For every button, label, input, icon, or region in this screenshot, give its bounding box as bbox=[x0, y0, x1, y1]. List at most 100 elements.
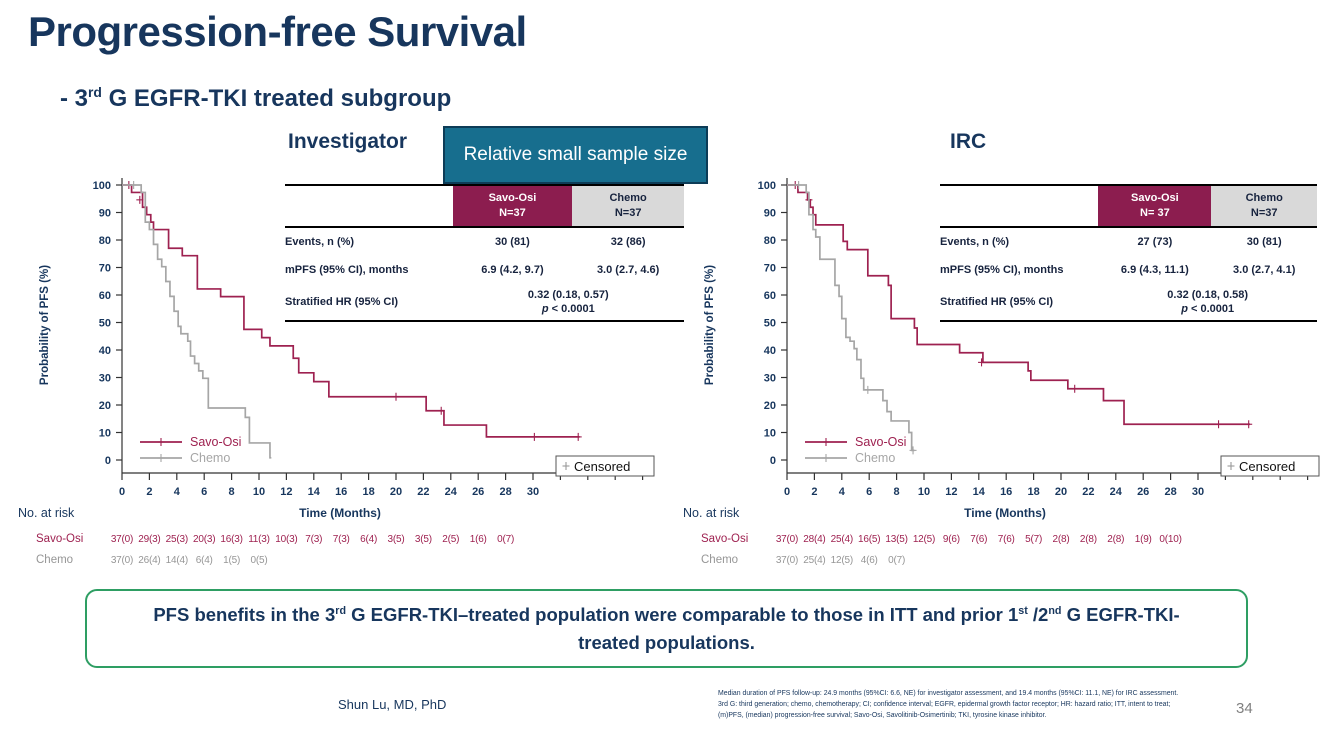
risk-value: 0(10) bbox=[1159, 534, 1181, 545]
conclusion-text: PFS benefits in the 3rd G EGFR-TKI–treat… bbox=[153, 603, 1180, 653]
callout-small-sample-size: Relative small sample size bbox=[443, 126, 708, 184]
censored-plus-icon bbox=[562, 462, 570, 470]
subtitle-superscript: rd bbox=[88, 84, 102, 100]
x-tick-label: 6 bbox=[866, 486, 872, 498]
risk-table-title: No. at risk bbox=[18, 506, 75, 520]
censored-legend-box: Censored bbox=[555, 455, 655, 477]
x-tick-label: 6 bbox=[201, 486, 207, 498]
risk-row-label: Savo-Osi bbox=[701, 533, 748, 545]
risk-value: 7(6) bbox=[998, 534, 1015, 545]
footnote-abbreviations: 3rd G: third generation; chemo, chemothe… bbox=[718, 701, 1171, 720]
y-axis-title: Probability of PFS (%) bbox=[704, 265, 716, 385]
x-tick-label: 14 bbox=[308, 486, 321, 498]
y-tick-label: 70 bbox=[764, 263, 776, 275]
censor-mark bbox=[437, 406, 445, 415]
risk-value: 5(7) bbox=[1025, 534, 1042, 545]
y-tick-label: 20 bbox=[764, 400, 776, 412]
risk-row-savo-osi: Savo-Osi 37(0) 29(3) 25(3) 20(3) 16(3) 11(3) 10… bbox=[36, 533, 514, 545]
risk-value: 0(7) bbox=[888, 555, 905, 566]
x-tick-label: 14 bbox=[973, 486, 986, 498]
censor-mark bbox=[130, 181, 138, 189]
x-tick-label: 18 bbox=[362, 486, 374, 498]
risk-value: 37(0) bbox=[111, 555, 133, 566]
subtitle-text-rest: G EGFR-TKI treated subgroup bbox=[101, 85, 452, 112]
presenter-name: Shun Lu, MD, PhD bbox=[338, 697, 447, 712]
risk-row-chemo: Chemo 37(0) 26(4) 14(4) 6(4) 1(5) 0(5) bbox=[36, 554, 268, 566]
footnote-followup: Median duration of PFS follow-up: 24.9 m… bbox=[718, 690, 1179, 697]
hazard-ratio-value: 0.32 (0.18, 0.58) p < 0.0001 bbox=[1098, 284, 1317, 322]
page-number: 34 bbox=[1236, 700, 1253, 717]
risk-value: 2(8) bbox=[1080, 534, 1097, 545]
risk-value: 26(4) bbox=[138, 555, 160, 566]
subtitle-text: - 3 bbox=[60, 85, 89, 112]
risk-value: 7(6) bbox=[970, 534, 987, 545]
chart-heading-irc: IRC bbox=[950, 130, 987, 153]
x-tick-label: 20 bbox=[390, 486, 402, 498]
x-tick-label: 30 bbox=[1192, 486, 1204, 498]
censor-mark bbox=[1245, 420, 1253, 429]
stats-row-hazard-ratio: Stratified HR (95% CI) 0.32 (0.18, 0.57)… bbox=[285, 284, 684, 322]
y-tick-label: 30 bbox=[764, 373, 776, 385]
risk-value: 0(7) bbox=[497, 534, 514, 545]
risk-value: 6(4) bbox=[196, 555, 213, 566]
y-tick-label: 90 bbox=[99, 208, 111, 220]
x-tick-label: 26 bbox=[472, 486, 484, 498]
x-tick-label: 28 bbox=[1164, 486, 1176, 498]
km-curve-chemo bbox=[122, 181, 272, 459]
risk-row-label: Chemo bbox=[701, 554, 738, 566]
risk-value: 25(4) bbox=[803, 555, 825, 566]
risk-value: 1(9) bbox=[1135, 534, 1152, 545]
x-tick-label: 28 bbox=[499, 486, 511, 498]
conclusion-box: PFS benefits in the 3rd G EGFR-TKI–treat… bbox=[85, 589, 1248, 668]
risk-row-label: Savo-Osi bbox=[36, 533, 83, 545]
risk-value: 37(0) bbox=[776, 534, 798, 545]
legend-item-chemo: Chemo bbox=[805, 451, 895, 465]
legend-label: Savo-Osi bbox=[190, 435, 241, 449]
stats-header-row: Savo-Osi N=37 Chemo N=37 bbox=[285, 184, 684, 228]
stats-header-empty bbox=[285, 184, 453, 228]
legend-item-savo-osi: Savo-Osi bbox=[140, 435, 241, 449]
x-tick-label: 30 bbox=[527, 486, 539, 498]
risk-value: 9(6) bbox=[943, 534, 960, 545]
y-tick-label: 80 bbox=[99, 235, 111, 247]
censored-legend-box: Censored bbox=[1220, 455, 1320, 477]
x-tick-label: 16 bbox=[335, 486, 347, 498]
stats-row-events: Events, n (%) 27 (73) 30 (81) bbox=[940, 236, 1282, 248]
risk-value: 3(5) bbox=[415, 534, 432, 545]
x-tick-label: 4 bbox=[839, 486, 846, 498]
x-tick-label: 16 bbox=[1000, 486, 1012, 498]
censor-mark bbox=[1071, 384, 1079, 393]
risk-value: 2(8) bbox=[1107, 534, 1124, 545]
y-tick-label: 60 bbox=[99, 290, 111, 302]
y-tick-label: 30 bbox=[99, 373, 111, 385]
stats-header-savo-osi: Savo-Osi N= 37 bbox=[1098, 184, 1212, 228]
stats-header-chemo: Chemo N=37 bbox=[572, 184, 684, 228]
risk-value: 4(6) bbox=[861, 555, 878, 566]
legend-censor-mark bbox=[822, 438, 830, 446]
y-tick-label: 100 bbox=[93, 180, 111, 192]
censor-mark bbox=[909, 446, 917, 455]
risk-row-chemo: Chemo 37(0) 25(4) 12(5) 4(6) 0(7) bbox=[701, 554, 905, 566]
risk-value: 16(5) bbox=[858, 534, 880, 545]
stats-row-events: Events, n (%) 30 (81) 32 (86) bbox=[285, 236, 646, 248]
legend-label: Savo-Osi bbox=[855, 435, 906, 449]
x-axis-title: Time (Months) bbox=[964, 506, 1046, 520]
stats-row-hazard-ratio: Stratified HR (95% CI) 0.32 (0.18, 0.58)… bbox=[940, 284, 1317, 322]
censor-mark bbox=[530, 432, 538, 441]
risk-value: 11(3) bbox=[248, 534, 270, 545]
page-subtitle: - 3rd G EGFR-TKI treated subgroup bbox=[60, 84, 451, 113]
x-tick-label: 8 bbox=[229, 486, 235, 498]
y-tick-label: 0 bbox=[105, 455, 111, 467]
y-axis-title: Probability of PFS (%) bbox=[39, 265, 51, 385]
risk-value: 1(6) bbox=[470, 534, 487, 545]
risk-value: 37(0) bbox=[776, 555, 798, 566]
x-tick-label: 22 bbox=[417, 486, 429, 498]
x-tick-label: 0 bbox=[784, 486, 790, 498]
x-tick-label: 10 bbox=[253, 486, 265, 498]
stats-row-mpfs: mPFS (95% CI), months 6.9 (4.2, 9.7) 3.0… bbox=[285, 264, 660, 276]
risk-value: 16(3) bbox=[220, 534, 242, 545]
risk-row-label: Chemo bbox=[36, 554, 73, 566]
risk-row-savo-osi: Savo-Osi 37(0) 28(4) 25(4) 16(5) 13(5) 12(5) 9(… bbox=[701, 533, 1182, 545]
censor-mark bbox=[864, 385, 872, 394]
